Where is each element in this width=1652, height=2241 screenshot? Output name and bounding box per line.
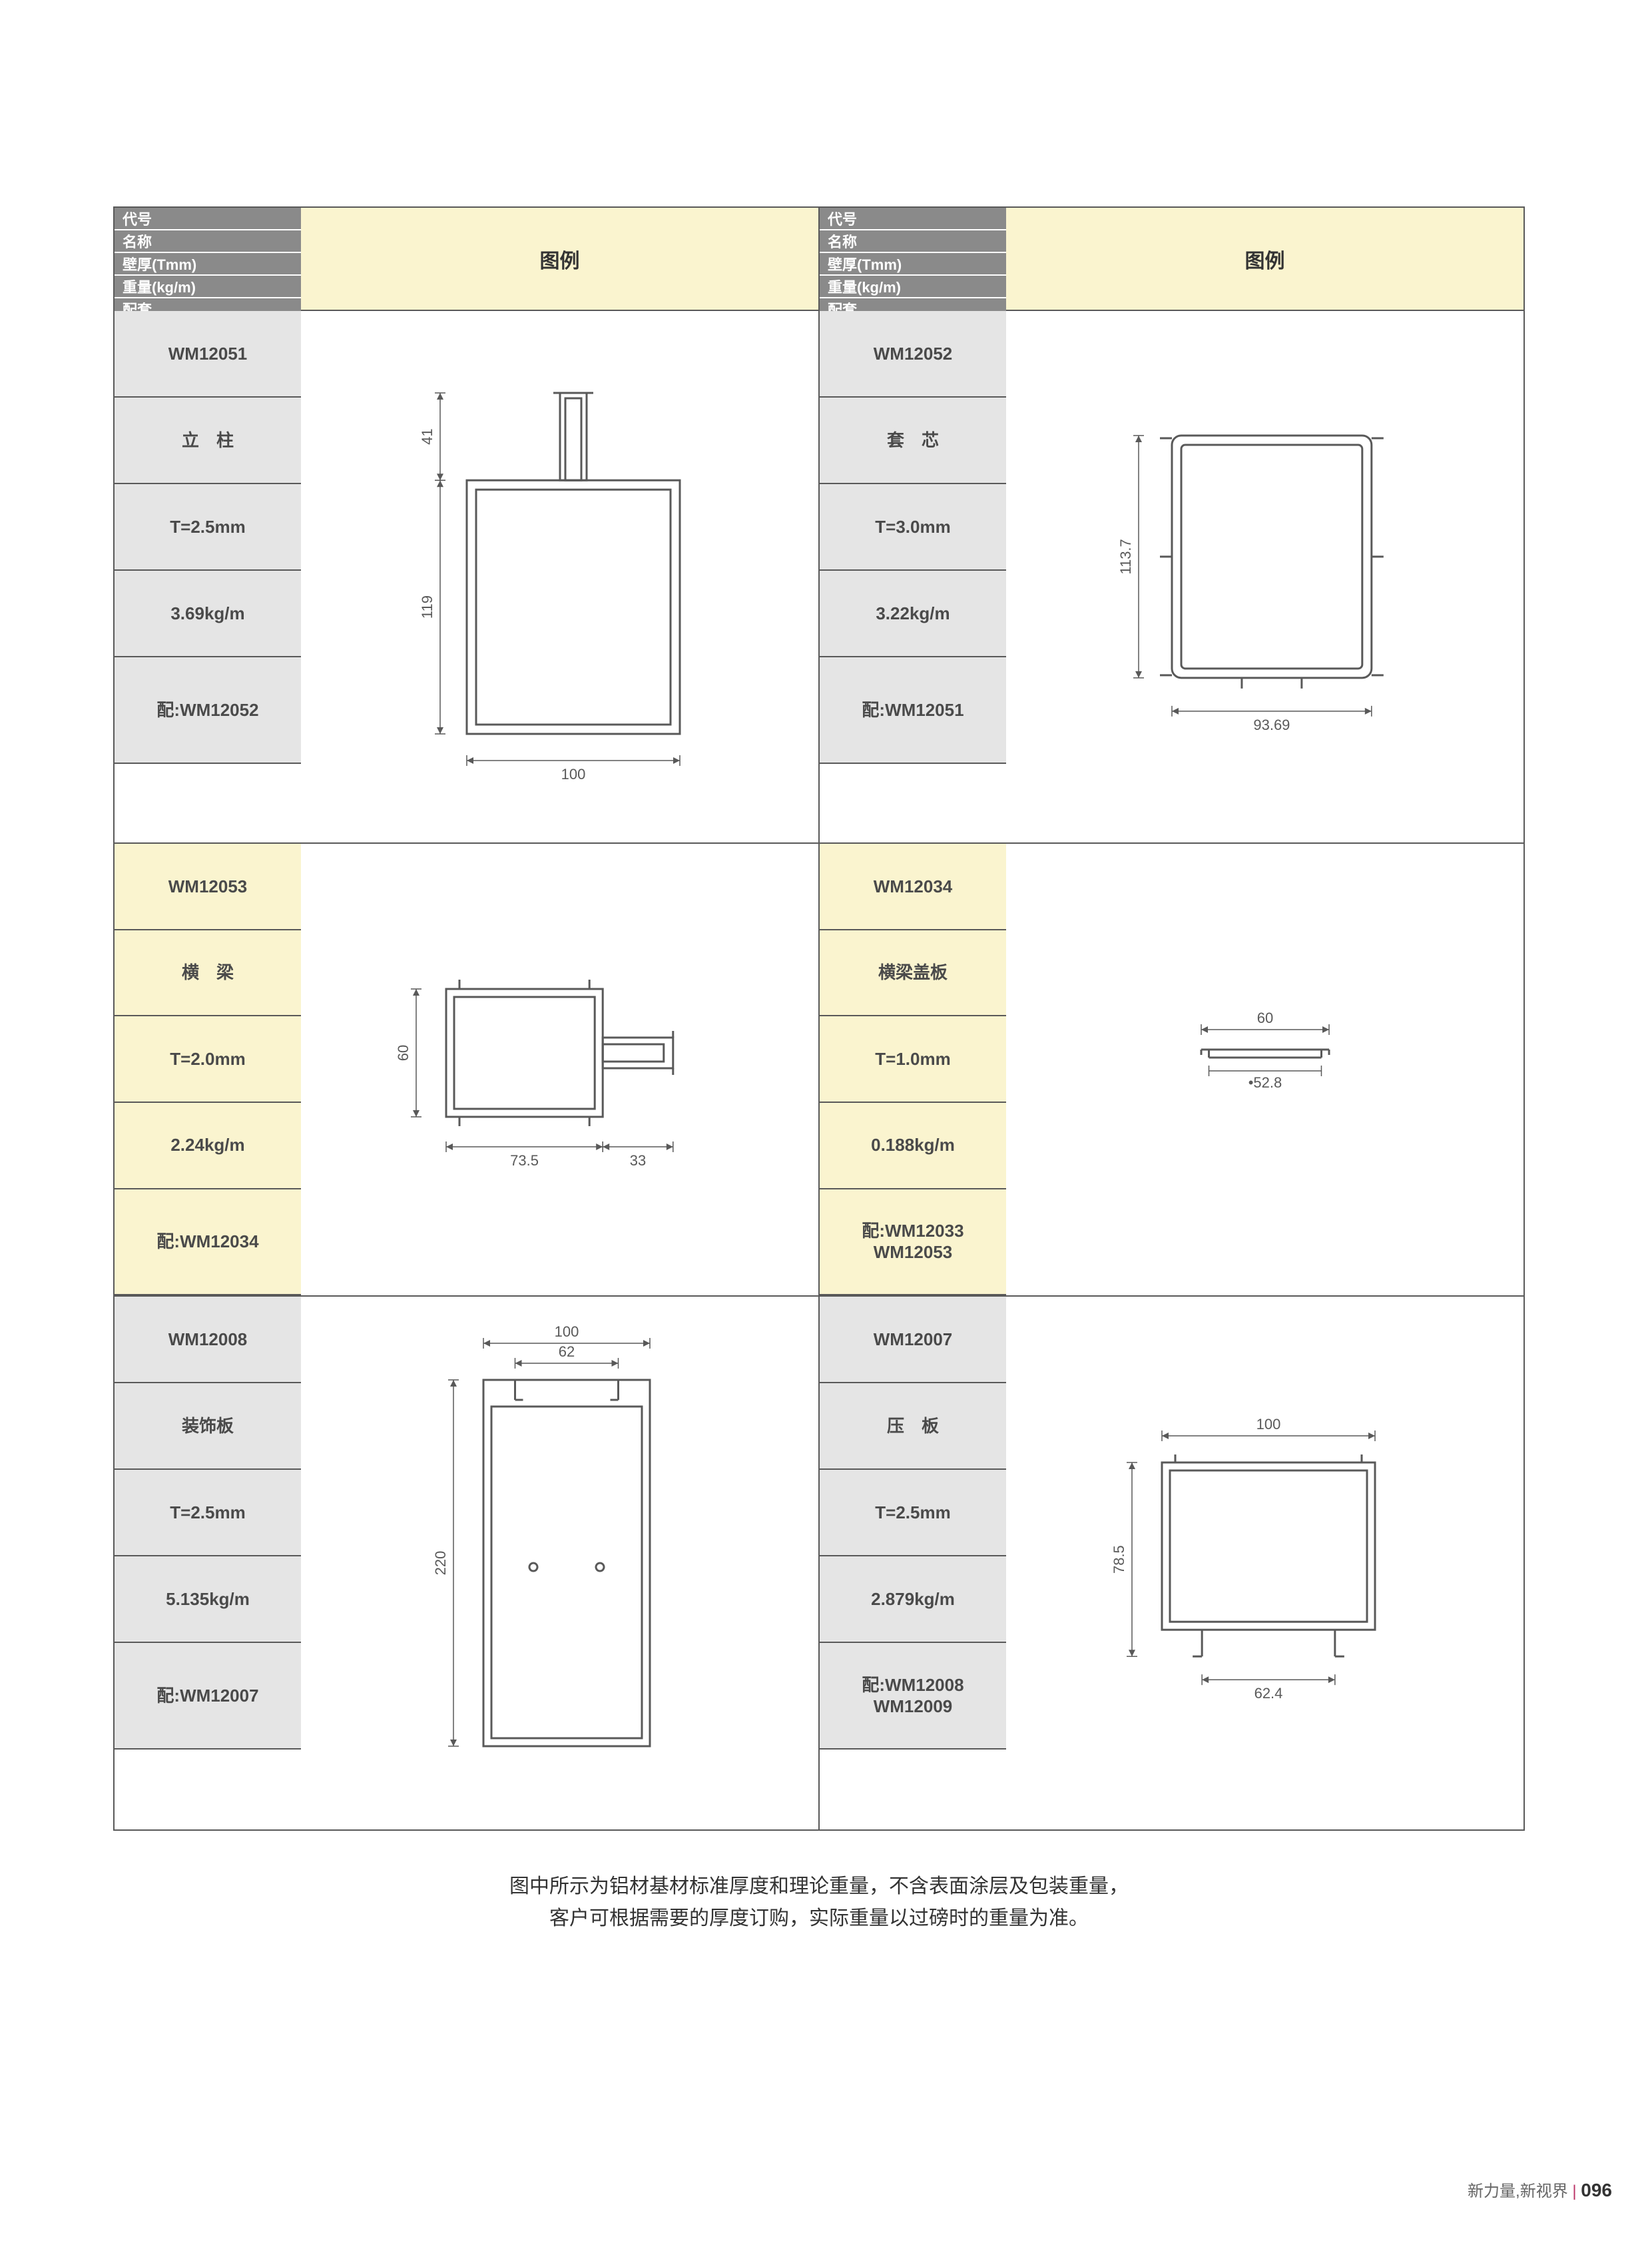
footnote-line2: 客户可根据需要的厚度订购，实际重量以过磅时的重量为准。: [113, 1903, 1525, 1935]
svg-text:100: 100: [554, 1323, 579, 1340]
spec-filler: [820, 764, 1006, 842]
header-label-weight: 重量(kg/m): [820, 276, 1006, 298]
product-thickness: T=2.5mm: [115, 484, 301, 571]
diagram-press_plate: 100 78.5 62.4: [1006, 1297, 1523, 1829]
product-code: WM12034: [820, 844, 1006, 930]
spec-filler: [115, 764, 301, 842]
header-label-code: 代号: [820, 208, 1006, 230]
header-label-thickness: 壁厚(Tmm): [820, 253, 1006, 276]
diagram-deco_panel: 100 62 220: [301, 1297, 818, 1829]
spec-filler: [115, 1750, 301, 1829]
product-match: 配:WM12034: [115, 1189, 301, 1296]
header-label-thickness: 壁厚(Tmm): [115, 253, 301, 276]
product-name: 套 芯: [820, 398, 1006, 484]
product-weight: 3.22kg/m: [820, 571, 1006, 657]
diagram-column_post: 41 119 100: [301, 311, 818, 842]
svg-text:100: 100: [561, 766, 585, 783]
svg-text:41: 41: [419, 428, 435, 444]
spec-column: WM12007压 板T=2.5mm2.879kg/m配:WM12008 WM12…: [820, 1297, 1006, 1829]
header-labels: 代号 名称 壁厚(Tmm) 重量(kg/m) 配套: [115, 208, 301, 310]
product-thickness: T=3.0mm: [820, 484, 1006, 571]
product-name: 压 板: [820, 1383, 1006, 1470]
product-match: 配:WM12052: [115, 657, 301, 764]
spec-column: WM12053横 梁T=2.0mm2.24kg/m配:WM12034: [115, 844, 301, 1295]
svg-text:113.7: 113.7: [1117, 539, 1134, 574]
page-prefix: 新力量,新视界: [1468, 2182, 1568, 2200]
product-thickness: T=2.0mm: [115, 1016, 301, 1103]
product-thickness: T=2.5mm: [115, 1470, 301, 1556]
product-code: WM12007: [820, 1297, 1006, 1383]
svg-text:62: 62: [558, 1343, 574, 1360]
product-weight: 5.135kg/m: [115, 1556, 301, 1643]
product-name: 立 柱: [115, 398, 301, 484]
column-left: 代号 名称 壁厚(Tmm) 重量(kg/m) 配套 图例 WM12051立 柱T…: [115, 208, 820, 1829]
product-weight: 2.879kg/m: [820, 1556, 1006, 1643]
product-match: 配:WM12007: [115, 1643, 301, 1750]
product-weight: 0.188kg/m: [820, 1103, 1006, 1189]
product-weight: 3.69kg/m: [115, 571, 301, 657]
spec-column: WM12008装饰板T=2.5mm5.135kg/m配:WM12007: [115, 1297, 301, 1829]
column-right: 代号 名称 壁厚(Tmm) 重量(kg/m) 配套 图例 WM12052套 芯T…: [820, 208, 1525, 1829]
product-weight: 2.24kg/m: [115, 1103, 301, 1189]
footnote-line1: 图中所示为铝材基材标准厚度和理论重量，不含表面涂层及包装重量，: [113, 1871, 1525, 1903]
svg-text:60: 60: [1256, 1010, 1272, 1026]
catalog-grid: 代号 名称 壁厚(Tmm) 重量(kg/m) 配套 图例 WM12051立 柱T…: [113, 206, 1525, 1831]
product-thickness: T=1.0mm: [820, 1016, 1006, 1103]
spec-column: WM12034横梁盖板T=1.0mm0.188kg/m配:WM12033 WM1…: [820, 844, 1006, 1295]
svg-text:33: 33: [630, 1152, 646, 1169]
product-match: 配:WM12051: [820, 657, 1006, 764]
product-code: WM12052: [820, 311, 1006, 398]
diagram-beam_cover: 60 •52.8: [1006, 844, 1523, 1295]
product-name: 横梁盖板: [820, 930, 1006, 1017]
footnote: 图中所示为铝材基材标准厚度和理论重量，不含表面涂层及包装重量， 客户可根据需要的…: [113, 1871, 1525, 1935]
diagram-sleeve_core: 113.7 93.69: [1006, 311, 1523, 842]
svg-text:100: 100: [1256, 1416, 1280, 1433]
catalog-page: 代号 名称 壁厚(Tmm) 重量(kg/m) 配套 图例 WM12051立 柱T…: [113, 206, 1525, 1935]
product-row: WM12051立 柱T=2.5mm3.69kg/m配:WM12052 41 11…: [115, 311, 818, 844]
spec-column: WM12051立 柱T=2.5mm3.69kg/m配:WM12052: [115, 311, 301, 842]
header-label-name: 名称: [115, 230, 301, 253]
product-code: WM12008: [115, 1297, 301, 1383]
svg-text:220: 220: [432, 1551, 449, 1576]
product-match: 配:WM12008 WM12009: [820, 1643, 1006, 1750]
diagram-cross_beam: 60 73.5 33: [301, 844, 818, 1295]
header-legend: 图例: [301, 208, 818, 310]
product-row: WM12034横梁盖板T=1.0mm0.188kg/m配:WM12033 WM1…: [820, 844, 1523, 1297]
header-labels: 代号 名称 壁厚(Tmm) 重量(kg/m) 配套: [820, 208, 1006, 310]
header-label-code: 代号: [115, 208, 301, 230]
svg-text:73.5: 73.5: [510, 1152, 539, 1169]
svg-text:93.69: 93.69: [1253, 717, 1290, 733]
product-row: WM12008装饰板T=2.5mm5.135kg/m配:WM12007 100 …: [115, 1297, 818, 1829]
svg-text:78.5: 78.5: [1111, 1546, 1127, 1574]
product-code: WM12053: [115, 844, 301, 930]
product-row: WM12052套 芯T=3.0mm3.22kg/m配:WM12051 113.7…: [820, 311, 1523, 844]
header-row: 代号 名称 壁厚(Tmm) 重量(kg/m) 配套 图例: [115, 208, 818, 311]
spec-column: WM12052套 芯T=3.0mm3.22kg/m配:WM12051: [820, 311, 1006, 842]
svg-text:•52.8: •52.8: [1248, 1074, 1282, 1091]
header-row: 代号 名称 壁厚(Tmm) 重量(kg/m) 配套 图例: [820, 208, 1523, 311]
svg-text:60: 60: [395, 1045, 412, 1061]
product-thickness: T=2.5mm: [820, 1470, 1006, 1556]
product-code: WM12051: [115, 311, 301, 398]
page-number: 新力量,新视界 | 096: [1468, 2178, 1612, 2201]
svg-text:119: 119: [419, 595, 435, 619]
product-row: WM12053横 梁T=2.0mm2.24kg/m配:WM12034 60 73…: [115, 844, 818, 1297]
product-row: WM12007压 板T=2.5mm2.879kg/m配:WM12008 WM12…: [820, 1297, 1523, 1829]
header-label-name: 名称: [820, 230, 1006, 253]
product-match: 配:WM12033 WM12053: [820, 1189, 1006, 1296]
spec-filler: [820, 1750, 1006, 1829]
page-separator: |: [1572, 2182, 1581, 2200]
page-number-value: 096: [1581, 2180, 1612, 2200]
product-name: 横 梁: [115, 930, 301, 1017]
svg-text:62.4: 62.4: [1254, 1686, 1282, 1702]
header-label-weight: 重量(kg/m): [115, 276, 301, 298]
product-name: 装饰板: [115, 1383, 301, 1470]
header-legend: 图例: [1006, 208, 1523, 310]
